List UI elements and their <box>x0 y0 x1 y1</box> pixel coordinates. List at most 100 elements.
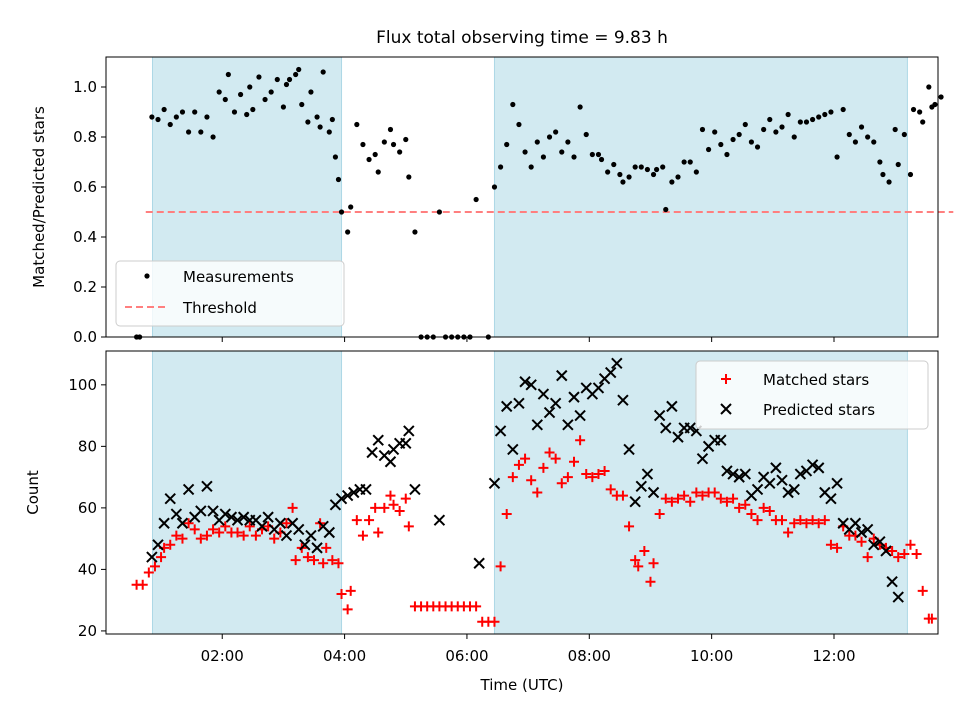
measurement-point <box>822 111 828 118</box>
predicted-point <box>231 514 244 526</box>
predicted-point <box>562 419 574 431</box>
matched-point <box>373 527 384 538</box>
measurement-point <box>210 134 216 140</box>
measurement-point <box>761 126 767 133</box>
predicted-point <box>604 366 617 379</box>
predicted-point <box>305 529 317 542</box>
predicted-point <box>782 486 794 499</box>
matched-point <box>394 505 405 516</box>
matched-point <box>208 524 219 535</box>
predicted-point <box>403 425 415 437</box>
predicted-point <box>494 425 507 437</box>
measurement-point <box>497 164 504 170</box>
matched-point <box>746 509 757 520</box>
predicted-point <box>660 422 672 434</box>
matched-point <box>734 502 745 513</box>
matched-point <box>685 496 696 507</box>
predicted-point <box>372 434 384 446</box>
predicted-point <box>262 511 274 523</box>
predicted-point <box>473 557 485 569</box>
measurement-point <box>620 179 626 185</box>
x-axis-label: Time (UTC) <box>480 676 564 694</box>
matched-point <box>783 527 794 538</box>
measurement-point <box>390 141 397 148</box>
x-tick-label: 06:00 <box>445 647 488 665</box>
predicted-point <box>727 468 739 480</box>
predicted-point <box>574 409 586 422</box>
measurement-point <box>280 104 287 110</box>
measurement-point <box>653 166 660 173</box>
predicted-point <box>868 539 880 551</box>
predicted-point <box>225 511 238 523</box>
measurement-point <box>809 116 816 123</box>
predicted-point <box>696 452 709 465</box>
measurement-point <box>785 111 791 118</box>
measurement-point <box>345 229 351 235</box>
matched-point <box>645 576 656 587</box>
measurement-point <box>736 131 742 138</box>
measurement-point <box>571 154 577 160</box>
matched-point <box>507 472 518 483</box>
predicted-point <box>776 474 788 486</box>
matched-point <box>825 539 836 550</box>
measurement-point <box>348 204 354 210</box>
measurement-point <box>274 76 280 83</box>
matched-point <box>156 552 167 563</box>
measurement-point <box>335 176 342 183</box>
matched-point <box>587 472 598 483</box>
measurement-point <box>858 124 865 130</box>
predicted-point <box>219 508 232 520</box>
matched-point <box>648 558 659 569</box>
measurement-point <box>268 89 274 95</box>
predicted-point <box>764 477 776 489</box>
measurement-point <box>553 129 559 135</box>
count-panel: 20 40 60 80 100 Count Matched stars Predicted s… <box>24 350 939 640</box>
measurement-point <box>724 151 730 158</box>
measurement-point <box>372 151 378 158</box>
matched-point <box>926 613 937 624</box>
matched-point <box>544 447 555 458</box>
measurement-point <box>559 149 565 155</box>
matched-point <box>832 542 843 553</box>
predicted-point <box>880 545 892 557</box>
matched-point <box>581 469 592 480</box>
predicted-point <box>201 480 213 493</box>
measurement-point <box>663 206 669 213</box>
measurement-point <box>907 171 914 178</box>
measurement-point <box>516 121 522 128</box>
matched-point <box>856 536 867 547</box>
matched-point <box>327 555 338 566</box>
predicted-point <box>892 591 904 603</box>
measurement-point <box>354 121 360 128</box>
measurement-point <box>320 69 326 75</box>
measurement-point <box>718 141 724 148</box>
measurement-point <box>332 154 339 160</box>
observing-window <box>493 56 908 338</box>
matched-point <box>165 539 176 550</box>
predicted-point <box>556 369 568 382</box>
matched-point <box>149 561 160 572</box>
matched-point <box>290 555 301 566</box>
measurement-point <box>504 141 510 148</box>
matched-point <box>471 601 482 612</box>
legend-label: Threshold <box>182 299 257 317</box>
matched-point <box>617 490 628 501</box>
predicted-point <box>170 508 183 520</box>
matched-point <box>333 558 344 569</box>
matched-point <box>137 579 148 590</box>
predicted-point <box>292 523 305 536</box>
predicted-point <box>348 486 360 499</box>
y-axis-label: Matched/Predicted stars <box>30 106 48 288</box>
measurement-point <box>296 66 302 73</box>
legend-marker-dot <box>144 273 150 279</box>
predicted-point <box>623 443 635 456</box>
measurement-point <box>149 114 155 120</box>
measurement-point <box>329 116 335 123</box>
predicted-point <box>549 397 562 410</box>
matched-point <box>321 542 332 553</box>
measurement-point <box>895 161 901 168</box>
measurement-point <box>491 184 498 190</box>
matched-point <box>639 545 650 556</box>
measurement-point <box>412 229 418 235</box>
